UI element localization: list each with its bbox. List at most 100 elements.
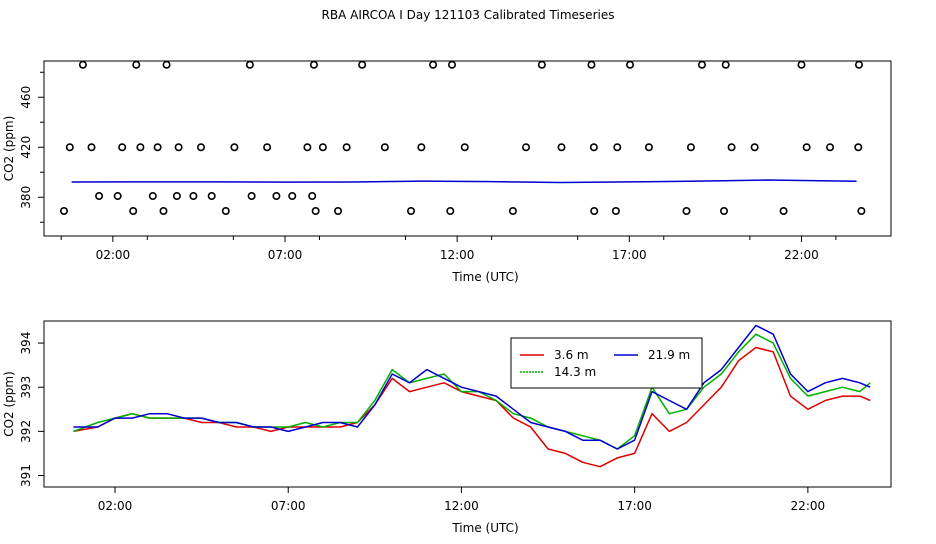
data-point (342, 143, 351, 152)
data-point (318, 143, 327, 152)
data-point (429, 60, 438, 69)
data-point (611, 207, 620, 216)
legend-label: 14.3 m (554, 365, 596, 379)
data-point (272, 192, 281, 201)
panel-1: 02:00 07:00 12:00 17:00 22:00 380 420 460 Time (… (2, 60, 892, 284)
data-point (263, 143, 272, 152)
data-point (626, 60, 635, 69)
data-point (720, 207, 729, 216)
data-point (311, 207, 320, 216)
data-point (358, 60, 367, 69)
plot-frame (43, 60, 892, 237)
data-point (129, 207, 138, 216)
data-point (644, 143, 653, 152)
data-point (613, 143, 622, 152)
data-point (309, 60, 318, 69)
series-line (71, 179, 857, 184)
data-point (153, 143, 162, 152)
data-point (95, 192, 104, 201)
data-point (174, 143, 183, 152)
legend-label: 21.9 m (648, 348, 690, 362)
data-point (446, 207, 455, 216)
data-point (589, 143, 598, 152)
x-tick-label: 12:00 (444, 499, 479, 513)
data-point (727, 143, 736, 152)
data-point (508, 207, 517, 216)
data-point (113, 192, 122, 201)
x-axis-label: Time (UTC) (451, 270, 518, 284)
series-line-36m (73, 346, 871, 468)
x-tick-label: 02:00 (98, 499, 133, 513)
data-point (537, 60, 546, 69)
data-point (779, 207, 788, 216)
data-point (247, 192, 256, 201)
data-point (407, 207, 416, 216)
y-tick-label: 394 (19, 332, 33, 355)
data-point (207, 192, 216, 201)
data-point (87, 143, 96, 152)
legend-box (510, 337, 703, 389)
data-point (448, 60, 457, 69)
data-point (288, 192, 297, 201)
x-tick-label: 22:00 (784, 248, 819, 262)
data-point (172, 192, 181, 201)
data-point (797, 60, 806, 69)
chart-title: RBA AIRCOA I Day 121103 Calibrated Times… (321, 8, 615, 22)
data-point (65, 143, 74, 152)
x-tick-label: 07:00 (268, 248, 303, 262)
data-point (590, 207, 599, 216)
data-point (59, 207, 68, 216)
data-point (334, 207, 343, 216)
y-tick-label: 380 (19, 186, 33, 209)
data-point (750, 143, 759, 152)
data-point (697, 60, 706, 69)
data-point (78, 60, 87, 69)
data-point (132, 60, 141, 69)
data-point (136, 143, 145, 152)
y-tick-label: 391 (19, 464, 33, 487)
data-point (721, 60, 730, 69)
data-point (857, 207, 866, 216)
y-axis-label: CO2 (ppm) (2, 371, 16, 437)
x-tick-label: 12:00 (440, 248, 475, 262)
data-point (854, 60, 863, 69)
legend: 3.6 m 21.9 m 14.3 m (510, 337, 703, 389)
x-tick-label: 02:00 (96, 248, 131, 262)
data-point (308, 192, 317, 201)
data-point (159, 207, 168, 216)
x-tick-label: 07:00 (271, 499, 306, 513)
plot-frame (43, 320, 892, 488)
y-tick-label: 393 (19, 376, 33, 399)
series-line-219m (73, 324, 871, 450)
data-point (460, 143, 469, 152)
data-point (826, 143, 835, 152)
x-axis-label: Time (UTC) (451, 521, 518, 535)
x-tick-label: 17:00 (612, 248, 647, 262)
data-point (221, 207, 230, 216)
data-point (380, 143, 389, 152)
data-point (802, 143, 811, 152)
data-point (230, 143, 239, 152)
data-point (189, 192, 198, 201)
data-point (854, 143, 863, 152)
y-tick-label: 420 (19, 136, 33, 159)
data-point (557, 143, 566, 152)
data-point (417, 143, 426, 152)
data-point (587, 60, 596, 69)
panel-2: 02:00 07:00 12:00 17:00 22:00 391 392 393 394 Tim… (2, 320, 892, 535)
data-point (162, 60, 171, 69)
data-point (686, 143, 695, 152)
data-point (118, 143, 127, 152)
data-point (245, 60, 254, 69)
data-point (303, 143, 312, 152)
y-tick-label: 392 (19, 420, 33, 443)
x-tick-label: 17:00 (617, 499, 652, 513)
legend-label: 3.6 m (554, 348, 589, 362)
x-tick-label: 22:00 (791, 499, 826, 513)
data-point (197, 143, 206, 152)
y-tick-label: 460 (19, 86, 33, 109)
data-point (682, 207, 691, 216)
data-point (522, 143, 531, 152)
